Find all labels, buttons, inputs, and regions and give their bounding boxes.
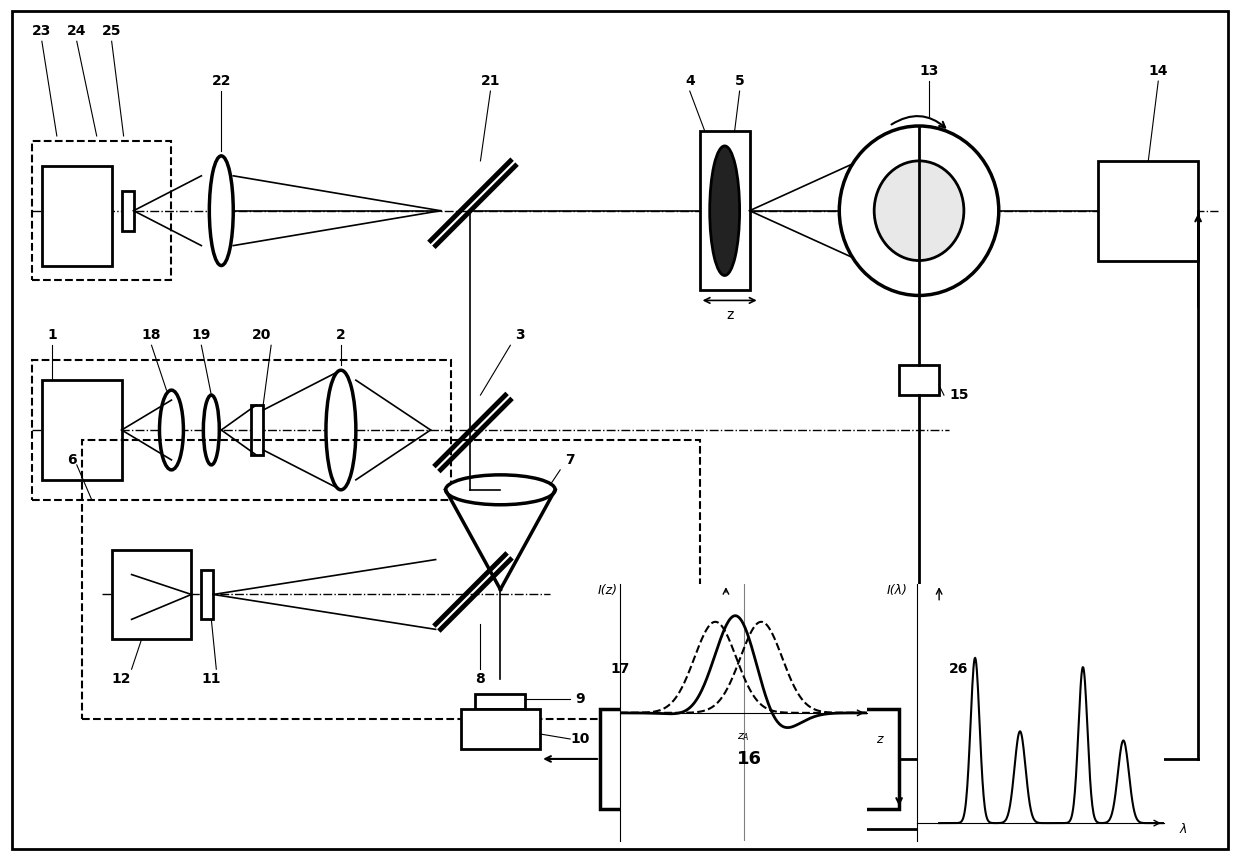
Ellipse shape — [160, 390, 184, 470]
Text: 17: 17 — [610, 662, 630, 676]
Text: 20: 20 — [252, 329, 270, 342]
FancyBboxPatch shape — [699, 131, 750, 291]
Text: 24: 24 — [67, 24, 87, 39]
FancyBboxPatch shape — [475, 694, 526, 710]
FancyBboxPatch shape — [252, 405, 263, 455]
Ellipse shape — [839, 126, 998, 296]
Text: 3: 3 — [516, 329, 525, 342]
Text: 22: 22 — [212, 74, 231, 88]
FancyBboxPatch shape — [1099, 161, 1198, 261]
Text: 18: 18 — [141, 329, 161, 342]
Text: 12: 12 — [112, 673, 131, 686]
Ellipse shape — [874, 161, 963, 261]
FancyBboxPatch shape — [112, 550, 191, 639]
FancyBboxPatch shape — [201, 569, 213, 619]
Text: 14: 14 — [1148, 64, 1168, 78]
Text: 4: 4 — [684, 74, 694, 88]
Text: 16: 16 — [737, 750, 763, 768]
Text: 7: 7 — [565, 453, 575, 467]
Text: 11: 11 — [202, 673, 221, 686]
Ellipse shape — [326, 370, 356, 490]
FancyBboxPatch shape — [460, 710, 541, 749]
FancyBboxPatch shape — [600, 710, 899, 808]
Text: 15: 15 — [949, 388, 968, 402]
Text: 23: 23 — [32, 24, 52, 39]
Ellipse shape — [445, 475, 556, 505]
Text: 2: 2 — [336, 329, 346, 342]
Text: 6: 6 — [67, 453, 77, 467]
Text: 10: 10 — [570, 732, 590, 746]
Text: 19: 19 — [192, 329, 211, 342]
Text: z: z — [725, 309, 733, 322]
Text: 21: 21 — [481, 74, 500, 88]
Ellipse shape — [203, 395, 219, 465]
Text: 25: 25 — [102, 24, 122, 39]
Text: 1: 1 — [47, 329, 57, 342]
FancyBboxPatch shape — [122, 191, 134, 230]
Text: 13: 13 — [919, 64, 939, 78]
Ellipse shape — [709, 146, 739, 275]
FancyBboxPatch shape — [42, 166, 112, 266]
Text: 26: 26 — [949, 662, 968, 676]
Text: 8: 8 — [476, 673, 485, 686]
FancyBboxPatch shape — [899, 366, 939, 395]
Ellipse shape — [210, 156, 233, 266]
Text: 9: 9 — [575, 692, 585, 706]
Text: 5: 5 — [735, 74, 744, 88]
FancyBboxPatch shape — [42, 380, 122, 480]
